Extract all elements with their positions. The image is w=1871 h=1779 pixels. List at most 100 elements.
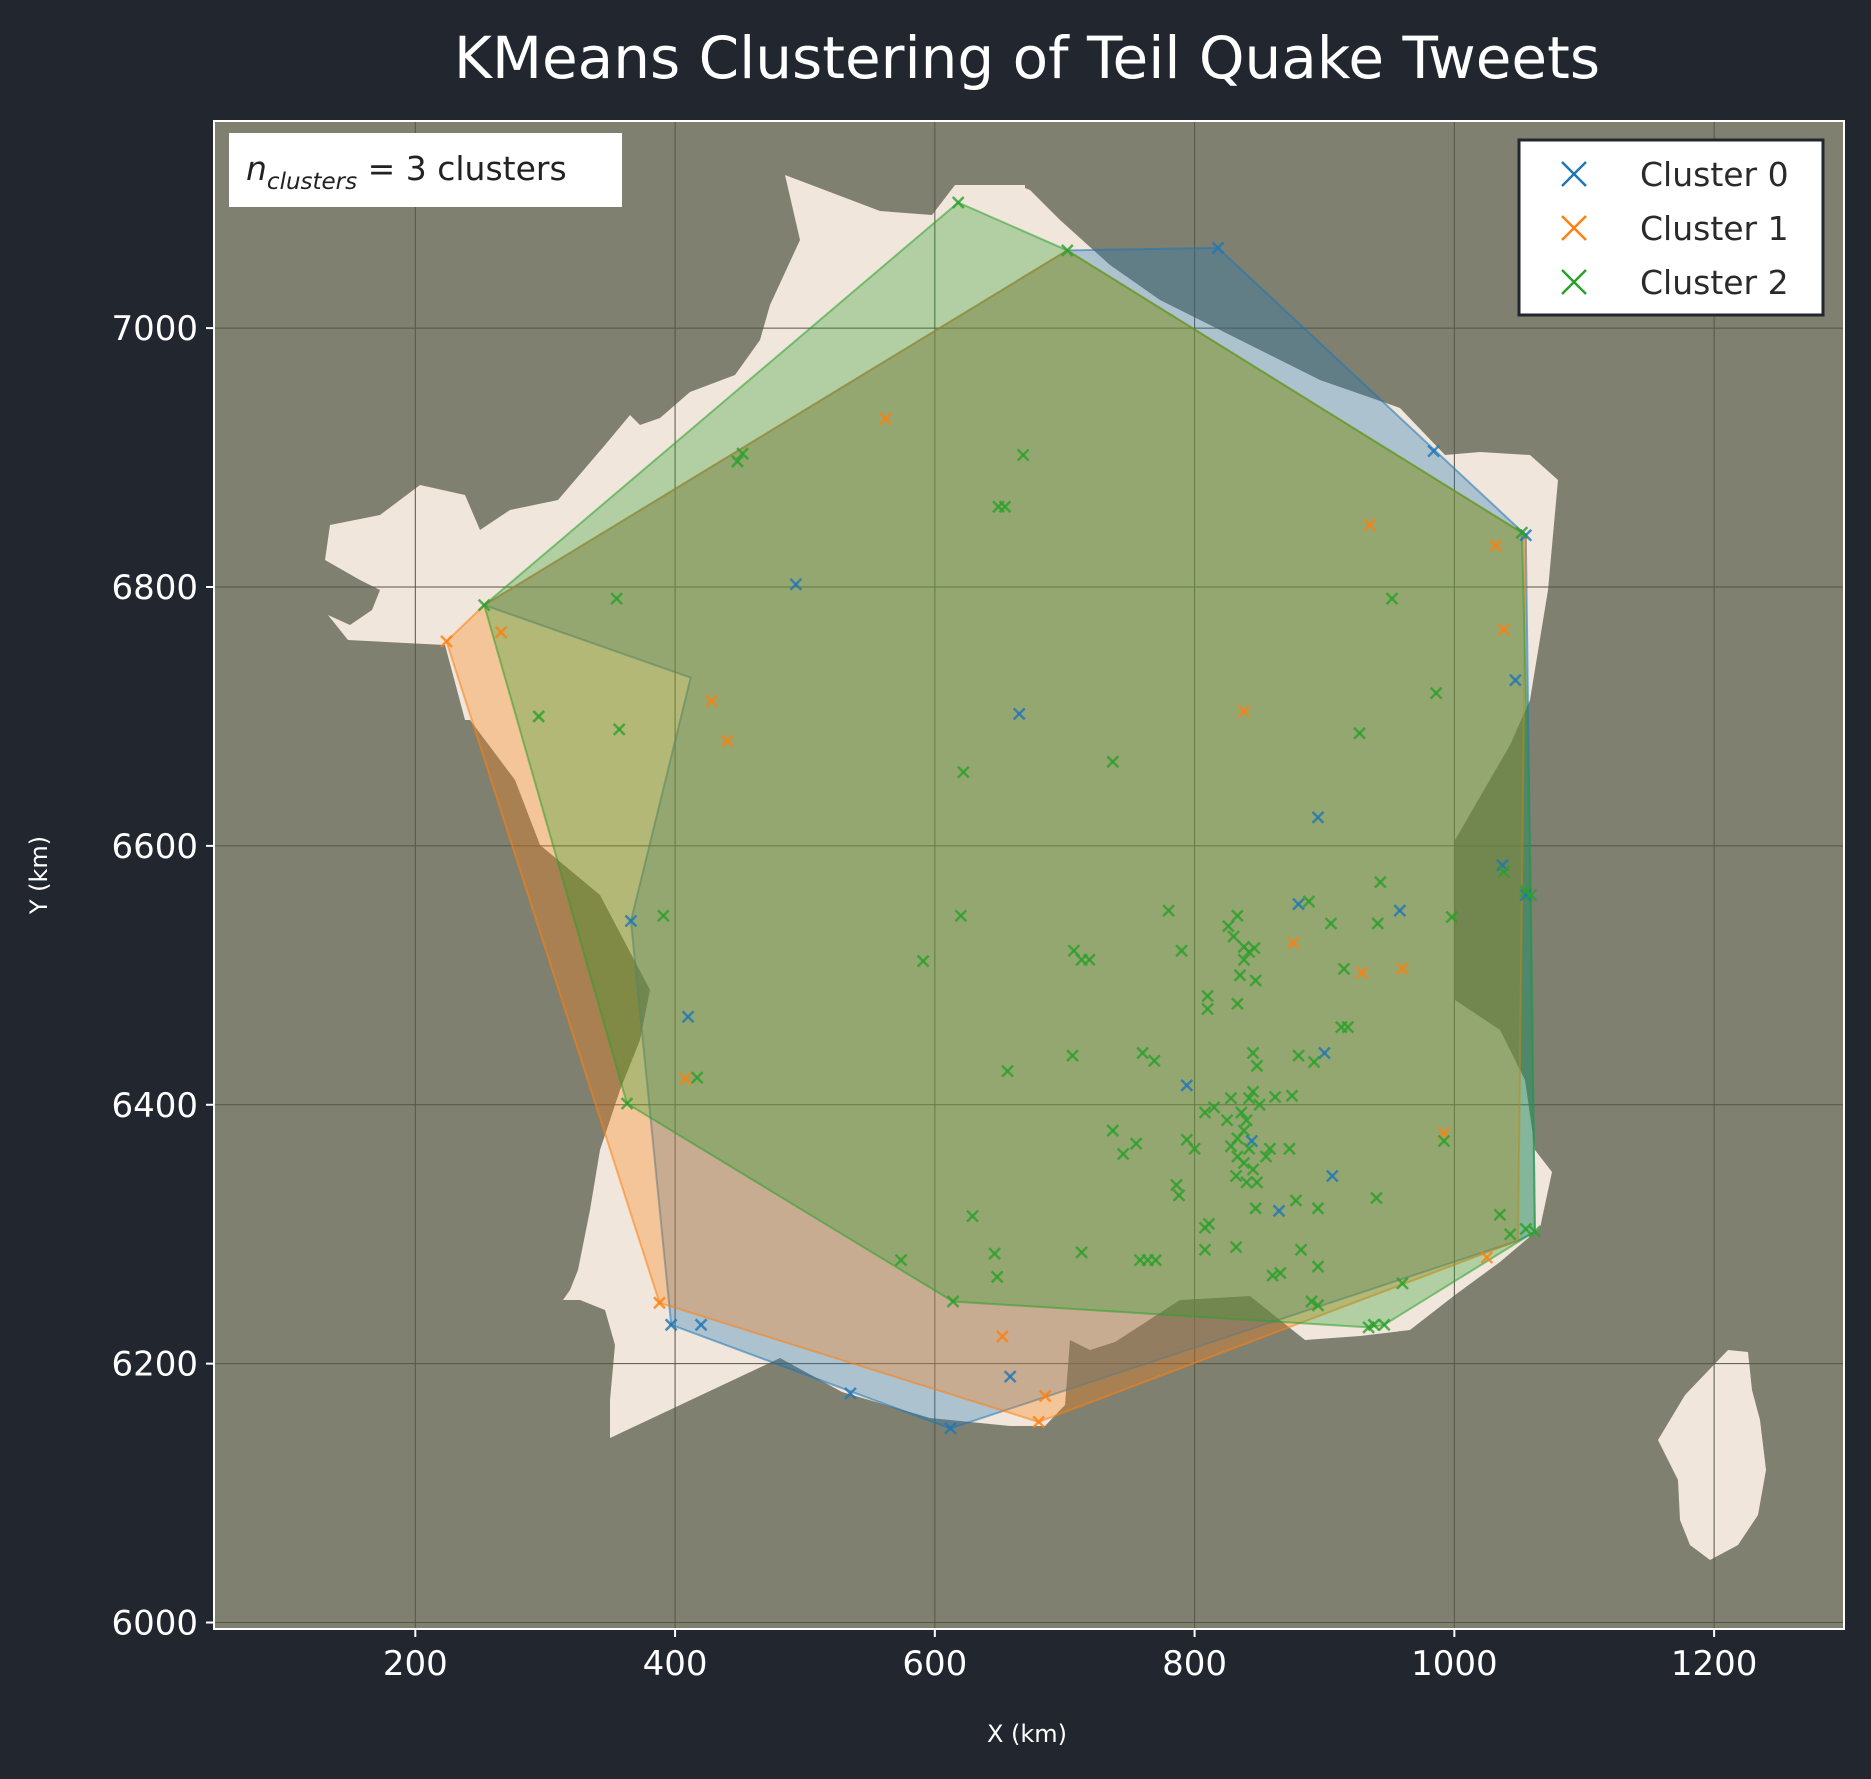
point-cluster-2: [1242, 1142, 1256, 1156]
point-cluster-2: [1249, 1201, 1263, 1215]
point-cluster-0: [1318, 1046, 1331, 1060]
point-cluster-0: [664, 1318, 678, 1332]
point-cluster-2: [657, 909, 670, 923]
point-cluster-0: [1003, 1370, 1017, 1383]
point-cluster-2: [1373, 875, 1387, 889]
point-cluster-2: [1220, 1113, 1234, 1127]
point-cluster-2: [1370, 1191, 1383, 1205]
point-cluster-2: [532, 710, 546, 723]
point-cluster-0: [1519, 888, 1533, 902]
point-cluster-2: [1234, 1106, 1248, 1119]
point-cluster-2: [620, 1097, 634, 1110]
cluster-points: [440, 196, 1542, 1435]
point-cluster-2: [1250, 1059, 1264, 1073]
point-cluster-2: [894, 1253, 908, 1267]
point-cluster-2: [1528, 1225, 1542, 1238]
point-cluster-0: [1211, 241, 1225, 255]
point-cluster-2: [1493, 1208, 1507, 1222]
point-cluster-2: [477, 598, 491, 612]
point-cluster-2: [1224, 1091, 1238, 1105]
point-cluster-2: [988, 1247, 1001, 1261]
point-cluster-2: [1129, 1137, 1143, 1150]
point-cluster-2: [1311, 1260, 1325, 1273]
point-cluster-0: [1272, 1204, 1286, 1218]
point-cluster-2: [1246, 1046, 1260, 1060]
point-cluster-2: [1201, 989, 1214, 1003]
point-cluster-2: [1240, 1113, 1253, 1127]
point-cluster-2: [1371, 917, 1385, 930]
point-cluster-2: [1497, 865, 1511, 879]
point-cluster-2: [1198, 1106, 1212, 1119]
point-cluster-2: [1503, 1227, 1517, 1241]
y-tick-label: 6200: [111, 1345, 198, 1385]
point-cluster-0: [1325, 1169, 1339, 1183]
point-cluster-2: [1524, 888, 1538, 902]
point-cluster-2: [1229, 1240, 1243, 1254]
point-cluster-2: [1066, 1049, 1079, 1062]
point-cluster-1: [1237, 704, 1251, 718]
point-cluster-1: [1032, 1415, 1046, 1429]
x-tick-label: 600: [902, 1644, 967, 1684]
annotation-prefix: n: [246, 149, 267, 188]
point-cluster-2: [1396, 1277, 1409, 1290]
point-cluster-0: [1180, 1078, 1194, 1092]
x-tick-label: 400: [643, 1644, 708, 1684]
point-cluster-2: [731, 455, 744, 468]
x-axis-label: X (km): [987, 1720, 1067, 1748]
point-cluster-2: [1305, 1295, 1318, 1308]
point-cluster-2: [1289, 1194, 1303, 1207]
point-cluster-2: [1001, 1064, 1014, 1078]
point-cluster-2: [1106, 755, 1120, 769]
point-cluster-2: [610, 592, 624, 606]
point-cluster-2: [1246, 1085, 1260, 1099]
point-cluster-0: [681, 1010, 695, 1024]
point-cluster-0: [844, 1387, 857, 1400]
point-cluster-0: [624, 914, 638, 928]
point-cluster-1: [1355, 966, 1369, 980]
y-tick-label: 6600: [111, 827, 198, 867]
point-cluster-0: [1245, 1134, 1259, 1148]
point-cluster-2: [998, 500, 1012, 514]
x-tick-label: 1200: [1671, 1644, 1758, 1684]
point-cluster-0: [694, 1318, 708, 1332]
point-cluster-2: [1253, 1098, 1266, 1112]
point-cluster-2: [1231, 909, 1244, 923]
point-cluster-2: [1060, 244, 1074, 257]
point-cluster-2: [612, 722, 626, 736]
point-cluster-2: [1233, 968, 1247, 982]
annotation-suffix: = 3 clusters: [357, 149, 567, 188]
annotation-text: nclusters = 3 clusters: [246, 149, 567, 195]
point-cluster-2: [1353, 726, 1366, 740]
y-tick-label: 7000: [111, 309, 198, 349]
point-cluster-2: [1268, 1090, 1282, 1104]
point-cluster-2: [1227, 930, 1240, 943]
point-cluster-2: [1445, 910, 1459, 924]
legend-marker-cluster-2: [1561, 269, 1587, 295]
legend-label-cluster-1: Cluster 1: [1640, 209, 1789, 248]
chart-title: KMeans Clustering of Teil Quake Tweets: [454, 24, 1600, 92]
point-cluster-2: [1285, 1089, 1299, 1103]
point-cluster-2: [1311, 1201, 1325, 1215]
point-cluster-2: [951, 196, 965, 209]
point-cluster-2: [1263, 1142, 1277, 1156]
point-cluster-2: [1377, 1318, 1391, 1332]
point-cluster-1: [720, 734, 734, 748]
cluster-count-annotation: nclusters = 3 clusters: [229, 133, 622, 207]
point-cluster-2: [1337, 962, 1351, 976]
point-cluster-2: [690, 1071, 704, 1084]
point-cluster-1: [440, 634, 453, 648]
y-axis: 6000 6200 6400 6600 6800 7000: [111, 309, 214, 1644]
point-cluster-2: [736, 447, 749, 461]
point-cluster-1: [653, 1296, 666, 1310]
legend-label-cluster-2: Cluster 2: [1640, 263, 1789, 302]
x-tick-label: 200: [383, 1644, 448, 1684]
point-cluster-1: [995, 1330, 1009, 1343]
legend-marker-cluster-0: [1561, 161, 1587, 187]
point-cluster-0: [1012, 707, 1026, 721]
point-cluster-2: [954, 909, 968, 923]
point-cluster-1: [1286, 936, 1300, 950]
point-cluster-2: [1133, 1253, 1147, 1267]
y-tick-label: 6000: [111, 1604, 198, 1644]
point-cluster-2: [1170, 1178, 1183, 1192]
